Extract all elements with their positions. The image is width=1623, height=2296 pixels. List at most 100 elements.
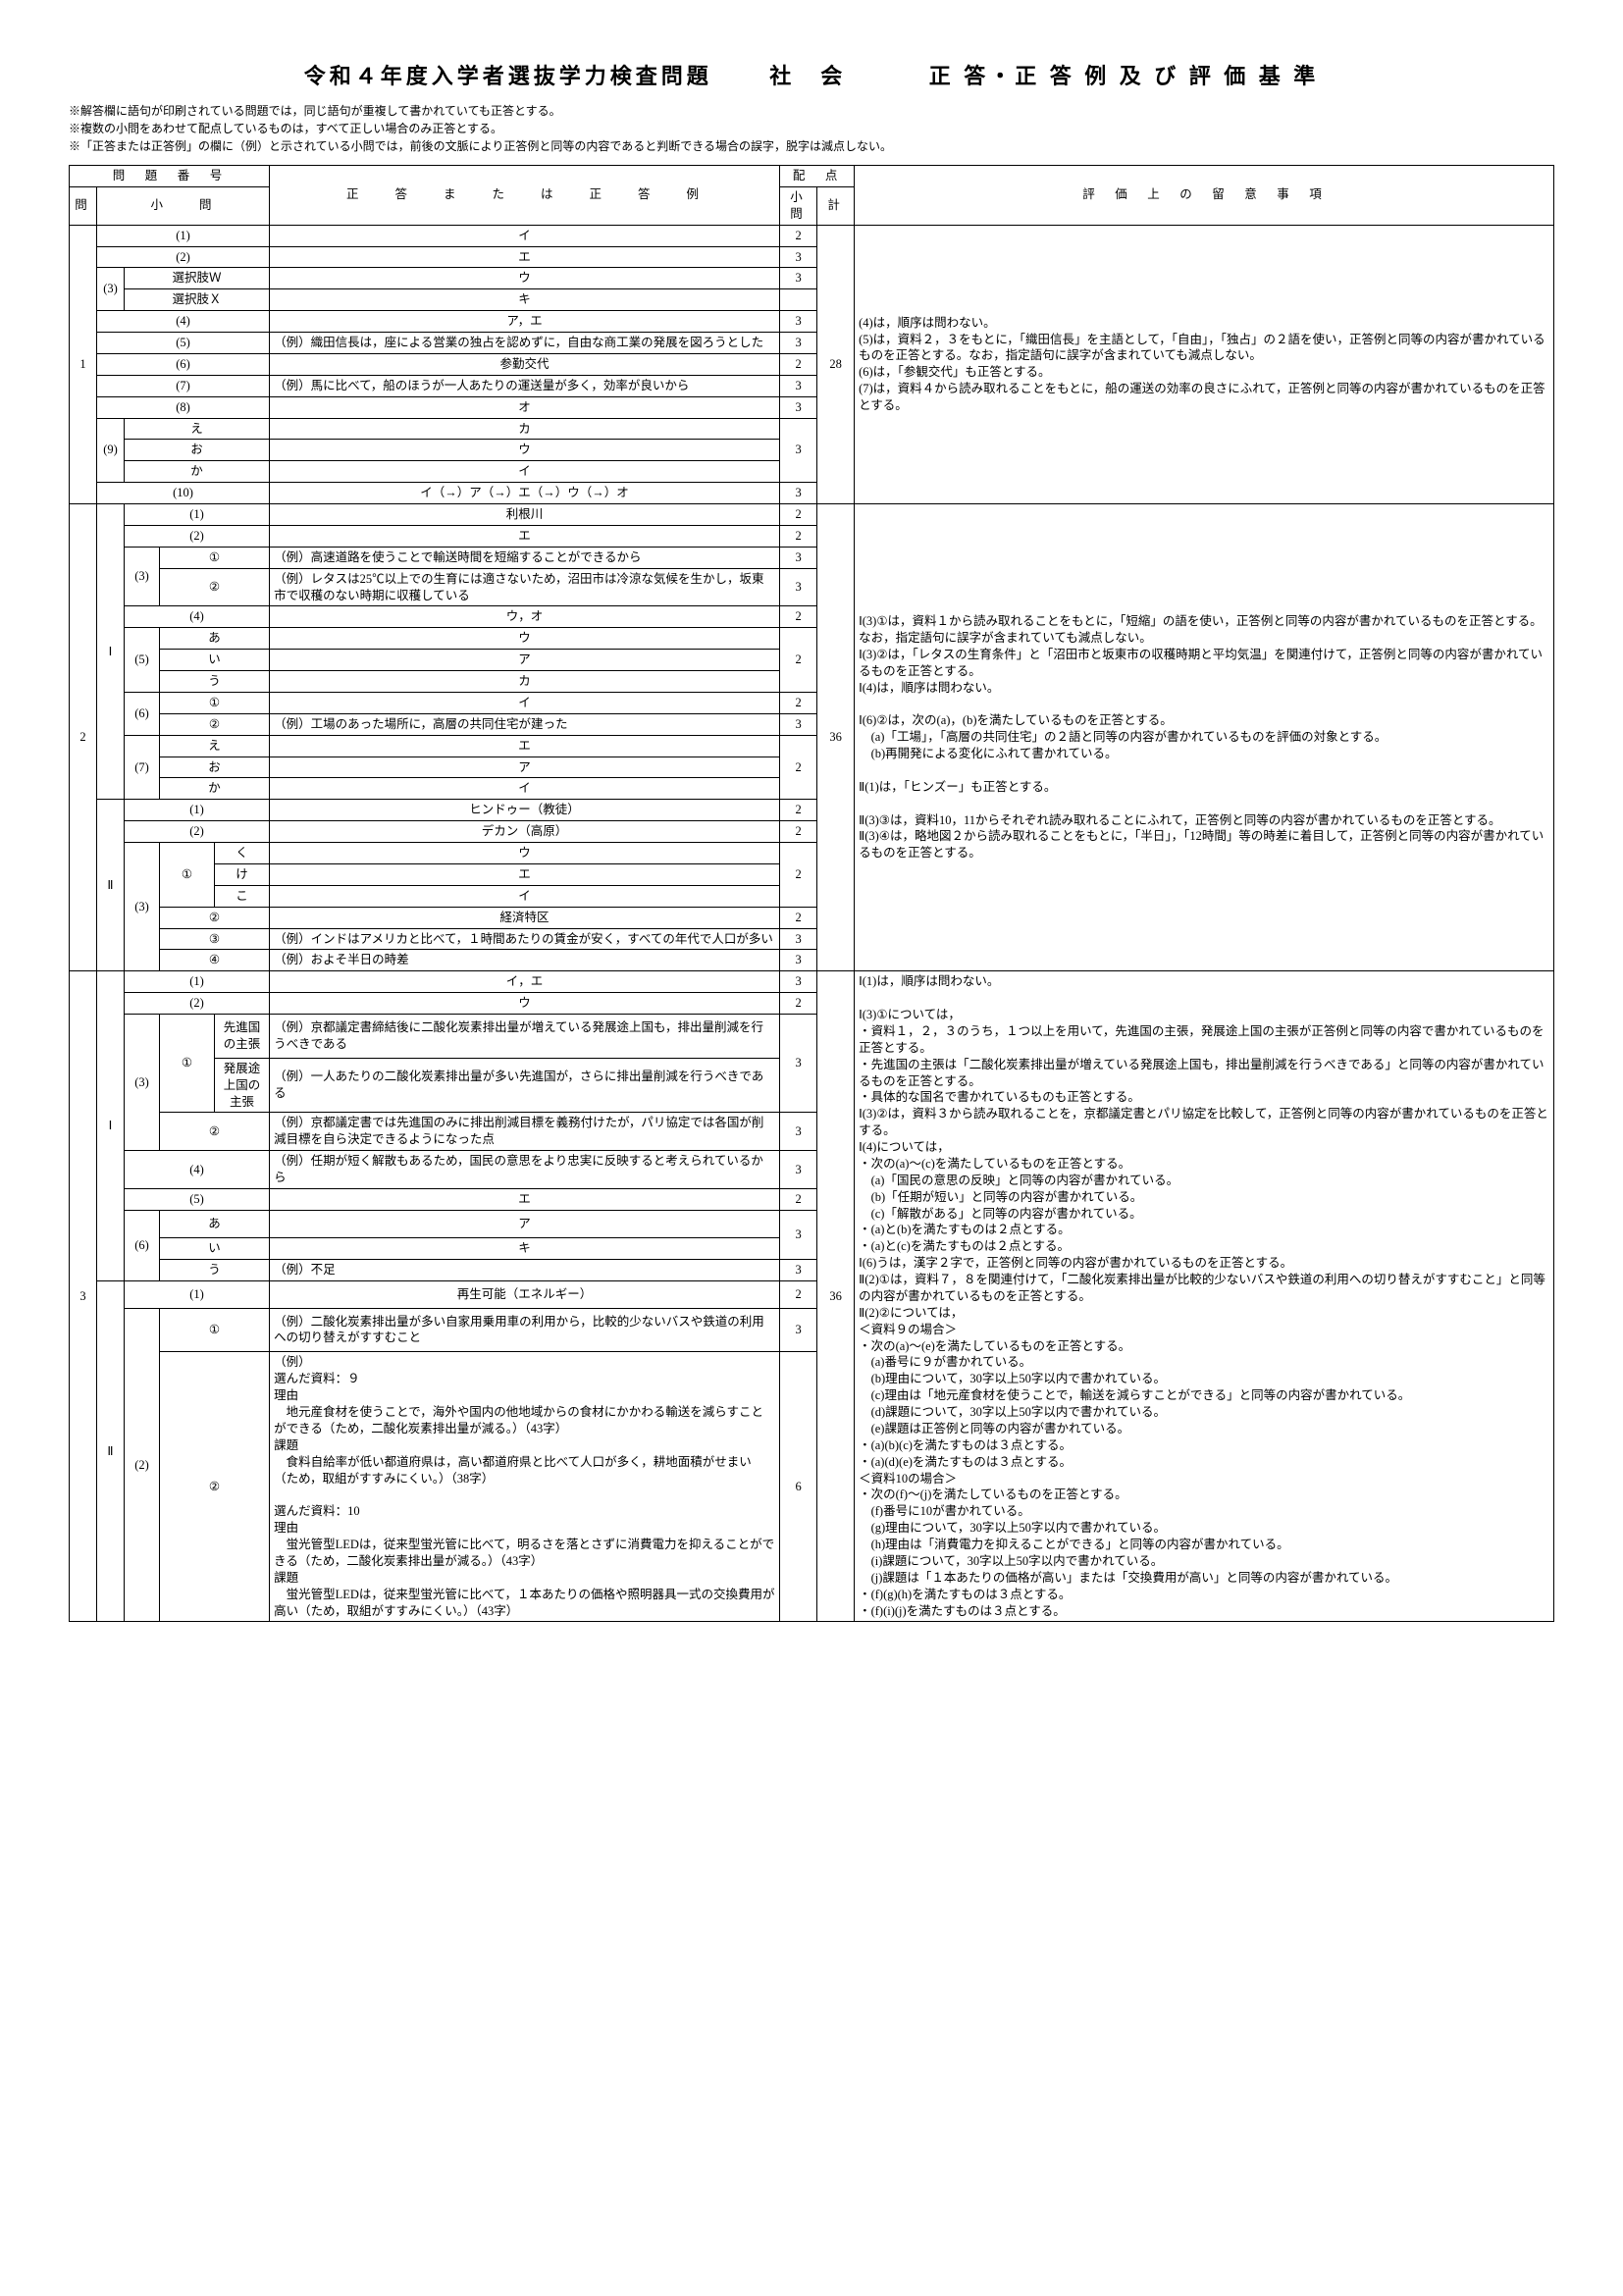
q-number: 1	[70, 225, 97, 503]
note-line: ※解答欄に語句が印刷されている問題では，同じ語句が重複して書かれていても正答とす…	[69, 102, 1554, 120]
points-cell: 3	[780, 950, 817, 971]
answer-cell: ウ	[270, 268, 780, 289]
sub-label: ②	[160, 568, 270, 606]
part-label: Ⅱ	[97, 800, 125, 971]
sub-label: (1)	[97, 225, 270, 246]
answer-cell: キ	[270, 1237, 780, 1259]
hdr-sub: 小 問	[97, 186, 270, 225]
sub-label: (10)	[97, 483, 270, 504]
answer-cell: エ	[270, 735, 780, 757]
sub-label: (6)	[125, 1210, 160, 1280]
answer-cell: ア，エ	[270, 311, 780, 333]
answer-table: 問 題 番 号 正 答 ま た は 正 答 例 配 点 評 価 上 の 留 意 …	[69, 165, 1554, 1622]
sub-label: (1)	[125, 504, 270, 526]
points-cell: 3	[780, 547, 817, 568]
answer-cell: 再生可能（エネルギー）	[270, 1280, 780, 1308]
hdr-qnum: 問 題 番 号	[70, 166, 270, 187]
sub-label: う	[160, 671, 270, 693]
sub-label: (1)	[125, 800, 270, 821]
points-cell: 3	[780, 418, 817, 483]
points-cell: 3	[780, 713, 817, 735]
sub-label: ①	[160, 1308, 270, 1352]
answer-cell: イ	[270, 225, 780, 246]
answer-cell: （例）任期が短く解散もあるため，国民の意思をより忠実に反映すると考えられているか…	[270, 1151, 780, 1189]
sub-label: あ	[160, 1210, 270, 1237]
sub-label: (1)	[125, 971, 270, 993]
sub-label: (3)	[97, 268, 125, 311]
hdr-remarks: 評 価 上 の 留 意 事 項	[855, 166, 1554, 226]
sub-label: ①	[160, 692, 270, 713]
sub-label: (3)	[125, 547, 160, 606]
answer-cell: （例）織田信長は，座による営業の独占を認めずに，自由な商工業の発展を図ろうとした	[270, 333, 780, 354]
sub-label: (6)	[125, 692, 160, 735]
points-cell: 2	[780, 504, 817, 526]
points-cell: 2	[780, 735, 817, 800]
sub-label: え	[125, 418, 270, 440]
answer-cell: ウ	[270, 440, 780, 461]
remarks-cell: (4)は，順序は問わない。 (5)は，資料２，３をもとに，「織田信長」を主語とし…	[855, 225, 1554, 503]
sub-label: (9)	[97, 418, 125, 483]
sub-label: か	[160, 778, 270, 800]
sub-label: (6)	[97, 353, 270, 375]
points-cell: 3	[780, 971, 817, 993]
answer-cell: キ	[270, 289, 780, 311]
sub-label: ②	[160, 713, 270, 735]
page-title: 令和４年度入学者選抜学力検査問題 社 会 正 答・正 答 例 及 び 評 価 基…	[69, 59, 1554, 90]
sub-label: 先進国の主張	[215, 1015, 270, 1059]
points-cell: 2	[780, 1188, 817, 1210]
points-cell: 3	[780, 375, 817, 396]
hdr-answer: 正 答 ま た は 正 答 例	[270, 166, 780, 226]
points-cell: 2	[780, 1280, 817, 1308]
points-cell: 3	[780, 1015, 817, 1113]
points-cell: 3	[780, 333, 817, 354]
sub-label: (4)	[125, 1151, 270, 1189]
answer-cell: ヒンドゥー（教徒）	[270, 800, 780, 821]
points-cell: 3	[780, 268, 817, 289]
answer-cell: ア	[270, 757, 780, 778]
sub-label: け	[215, 863, 270, 885]
answer-cell: ア	[270, 650, 780, 671]
title-left: 令和４年度入学者選抜学力検査問題	[304, 64, 712, 88]
points-cell: 3	[780, 1259, 817, 1280]
header-notes: ※解答欄に語句が印刷されている問題では，同じ語句が重複して書かれていても正答とす…	[69, 102, 1554, 155]
sub-label: 発展途上国の主張	[215, 1058, 270, 1113]
part-label: Ⅰ	[97, 971, 125, 1280]
sub-label: ②	[160, 907, 270, 928]
sub-label: (2)	[125, 525, 270, 547]
part-label: Ⅱ	[97, 1280, 125, 1622]
answer-cell: オ	[270, 396, 780, 418]
points-cell: 2	[780, 821, 817, 843]
answer-cell: （例）京都議定書では先進国のみに排出削減目標を義務付けたが，パリ協定では各国が削…	[270, 1113, 780, 1151]
points-cell: 3	[780, 1151, 817, 1189]
answer-cell: イ	[270, 778, 780, 800]
points-cell: 2	[780, 843, 817, 908]
answer-cell: イ	[270, 885, 780, 907]
sub-label: ①	[160, 1015, 215, 1113]
points-cell: 2	[780, 907, 817, 928]
sub-label: い	[160, 650, 270, 671]
answer-cell: （例）二酸化炭素排出量が多い自家用乗用車の利用から，比較的少ないバスや鉄道の利用…	[270, 1308, 780, 1352]
sub-label: ①	[160, 547, 270, 568]
answer-cell: 参勤交代	[270, 353, 780, 375]
points-cell: 3	[780, 483, 817, 504]
sub-label: ②	[160, 1113, 270, 1151]
sub-label: (2)	[125, 821, 270, 843]
answer-cell: （例）一人あたりの二酸化炭素排出量が多い先進国が，さらに排出量削減を行うべきであ…	[270, 1058, 780, 1113]
sub-label: (5)	[125, 1188, 270, 1210]
hdr-subpt: 小問	[780, 186, 817, 225]
sub-label: 選択肢Ｘ	[125, 289, 270, 311]
answer-cell: デカン（高原）	[270, 821, 780, 843]
answer-cell: （例）高速道路を使うことで輸送時間を短縮することができるから	[270, 547, 780, 568]
remarks-cell: Ⅰ(1)は，順序は問わない。 Ⅰ(3)①については， ・資料１，２，３のうち，１…	[855, 971, 1554, 1622]
answer-cell: ウ	[270, 993, 780, 1015]
note-line: ※複数の小問をあわせて配点しているものは，すべて正しい場合のみ正答とする。	[69, 120, 1554, 137]
sub-label: あ	[160, 628, 270, 650]
answer-cell: イ，エ	[270, 971, 780, 993]
answer-cell: ウ，オ	[270, 606, 780, 628]
points-cell: 3	[780, 568, 817, 606]
hdr-points: 配 点	[780, 166, 855, 187]
points-cell: 3	[780, 1210, 817, 1259]
points-cell: 2	[780, 525, 817, 547]
sub-label: (3)	[125, 843, 160, 971]
part-label: Ⅰ	[97, 504, 125, 800]
